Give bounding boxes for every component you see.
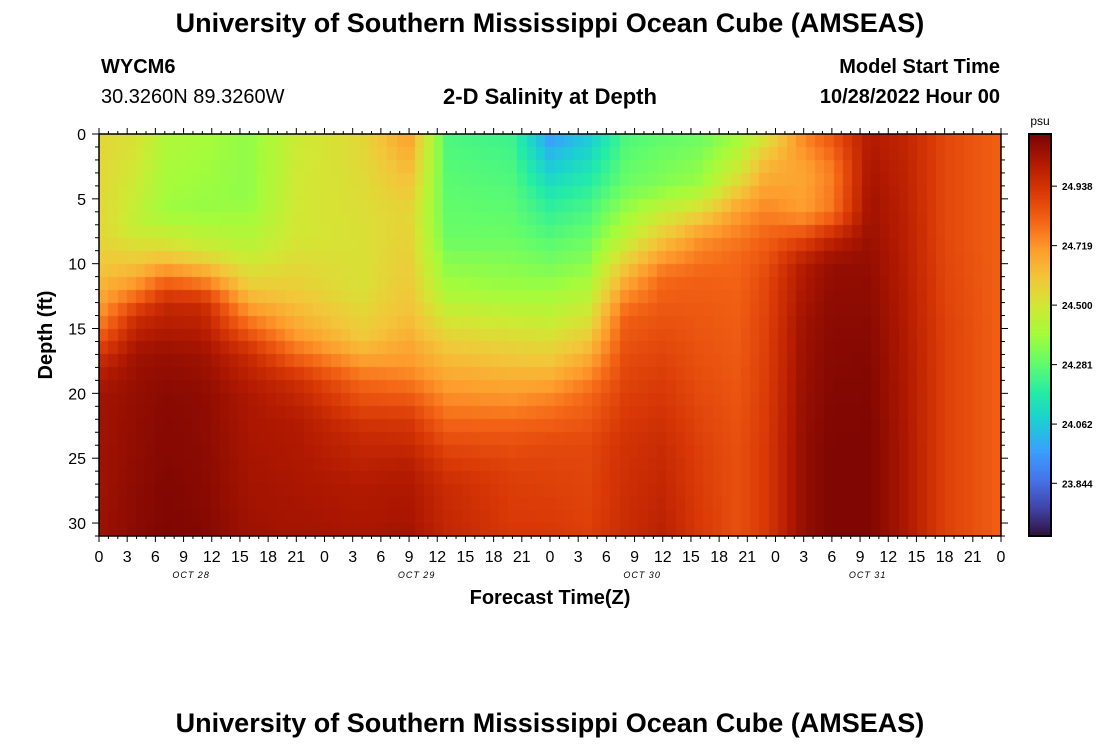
- x-tick-label: 9: [630, 549, 639, 566]
- x-tick-label: 12: [428, 549, 446, 566]
- page-title: University of Southern Mississippi Ocean…: [175, 8, 925, 38]
- x-tick-label: 3: [574, 549, 583, 566]
- y-tick-label: 0: [77, 127, 86, 144]
- footer-title: University of Southern Mississippi Ocean…: [175, 708, 925, 738]
- x-tick-label: 3: [799, 549, 808, 566]
- x-tick-label: 6: [827, 549, 836, 566]
- y-tick-label: 5: [77, 192, 86, 209]
- x-tick-label: 0: [997, 549, 1006, 566]
- model-start-label: Model Start Time: [839, 56, 1000, 78]
- x-tick-label: 9: [405, 549, 414, 566]
- x-tick-label: 21: [964, 549, 982, 566]
- colorbar: 24.938 24.719 24.500 24.281 24.062 23.844: [1029, 134, 1093, 536]
- colorbar-units: psu: [1030, 114, 1049, 128]
- x-tick-label: 12: [879, 549, 897, 566]
- x-tick-label: 6: [151, 549, 160, 566]
- x-axis-label: Forecast Time(Z): [470, 587, 631, 609]
- colorbar-tick-label: 23.844: [1062, 479, 1093, 490]
- x-tick-label: 6: [602, 549, 611, 566]
- x-tick-label: 21: [738, 549, 756, 566]
- x-tick-label: 3: [123, 549, 132, 566]
- colorbar-tick-label: 24.500: [1062, 301, 1093, 312]
- x-tick-label: 15: [457, 549, 475, 566]
- x-tick-label: 3: [348, 549, 357, 566]
- x-tick-label: 6: [376, 549, 385, 566]
- x-tick-label: 0: [95, 549, 104, 566]
- colorbar-frame: [1028, 133, 1052, 537]
- y-tick-label: 15: [68, 322, 86, 339]
- x-tick-label: 0: [546, 549, 555, 566]
- x-tick-label: 18: [485, 549, 503, 566]
- colorbar-gradient: [1029, 134, 1051, 536]
- model-start-value: 10/28/2022 Hour 00: [819, 86, 1000, 108]
- x-tick-label: 0: [320, 549, 329, 566]
- day-label: OCT 31: [849, 570, 887, 580]
- x-tick-label: 21: [287, 549, 305, 566]
- y-tick-label: 20: [68, 386, 86, 403]
- day-label: OCT 29: [398, 570, 436, 580]
- x-tick-label: 12: [654, 549, 672, 566]
- x-tick-label: 15: [231, 549, 249, 566]
- y-tick-label: 25: [68, 451, 86, 468]
- x-tick-label: 12: [203, 549, 221, 566]
- x-tick-label: 18: [710, 549, 728, 566]
- y-axis-label: Depth (ft): [35, 291, 57, 380]
- x-tick-label: 21: [513, 549, 531, 566]
- station-id: WYCM6: [101, 56, 176, 78]
- colorbar-tick-label: 24.281: [1062, 361, 1093, 372]
- colorbar-tick-label: 24.062: [1062, 420, 1093, 431]
- colorbar-tick-label: 24.938: [1062, 182, 1093, 193]
- x-tick-label: 18: [259, 549, 277, 566]
- colorbar-tick-label: 24.719: [1062, 242, 1093, 253]
- salinity-heatmap-image: [99, 134, 1001, 536]
- x-tick-label: 18: [936, 549, 954, 566]
- plot-frame: [98, 133, 1002, 537]
- x-tick-label: 9: [856, 549, 865, 566]
- y-tick-label: 10: [68, 257, 86, 274]
- x-tick-label: 0: [771, 549, 780, 566]
- x-tick-label: 15: [908, 549, 926, 566]
- x-tick-label: 9: [179, 549, 188, 566]
- x-tick-label: 15: [682, 549, 700, 566]
- day-label: OCT 28: [172, 570, 210, 580]
- station-coordinates: 30.3260N 89.3260W: [101, 86, 285, 108]
- plot-title: 2-D Salinity at Depth: [443, 84, 657, 109]
- y-tick-label: 30: [68, 516, 86, 533]
- day-label: OCT 30: [623, 570, 661, 580]
